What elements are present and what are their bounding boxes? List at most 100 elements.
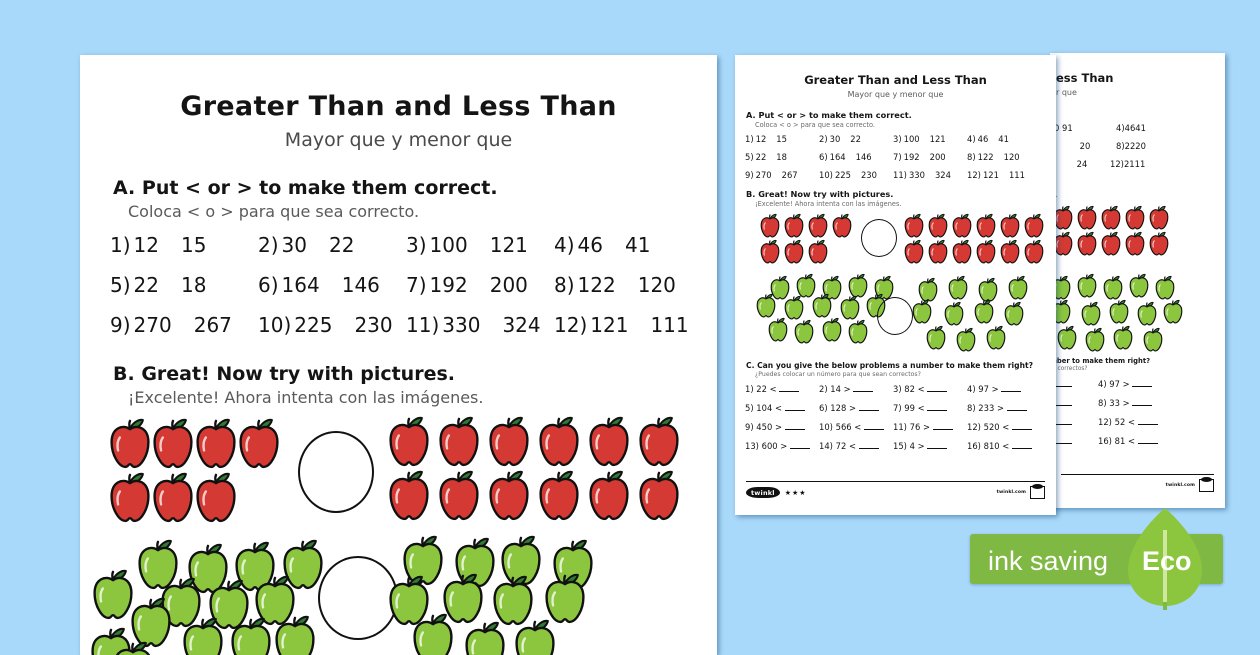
fill-blank-item[interactable]: 4) 97 > — [967, 383, 1041, 394]
fill-blank-item[interactable]: 2) 14 > — [819, 383, 893, 394]
page3-operand-b: 41 — [1135, 123, 1146, 133]
problem-item[interactable]: 2) 30 22 — [819, 134, 893, 144]
answer-blank[interactable] — [927, 440, 948, 449]
problem-item[interactable]: 8) 122 120 — [554, 273, 702, 297]
answer-blank[interactable] — [927, 402, 948, 411]
answer-blank[interactable] — [853, 383, 874, 392]
footer-url: twinkl.com — [996, 490, 1026, 495]
fill-blank-item[interactable]: 12) 520 < — [967, 421, 1041, 432]
fill-blank-item[interactable]: 14) 72 < — [819, 440, 893, 451]
fill-blank-item[interactable]: 11) 76 > — [893, 421, 967, 432]
problem-item[interactable]: 11) 330 324 — [406, 313, 554, 337]
answer-blank[interactable] — [784, 421, 805, 430]
problem-item[interactable]: 8) 122 120 — [967, 152, 1041, 162]
worksheet-page-2[interactable]: Greater Than and Less Than Mayor que y m… — [735, 55, 1056, 515]
answer-blank[interactable] — [932, 421, 953, 430]
problem-number: 10) — [819, 170, 833, 180]
problem-item[interactable]: 5) 22 18 — [110, 273, 258, 297]
operand-b: 111 — [1008, 170, 1025, 180]
comparison-sign: < — [848, 441, 856, 451]
apple-icon — [180, 616, 226, 655]
answer-blank[interactable] — [1001, 383, 1022, 392]
problem-item[interactable]: 10) 225 230 — [819, 170, 893, 180]
answer-blank[interactable] — [858, 402, 879, 411]
problem-item[interactable]: 4) 46 41 — [967, 134, 1041, 144]
problem-item[interactable]: 7) 192 200 — [406, 273, 554, 297]
operand-b: 121 — [489, 233, 528, 257]
apple-icon — [272, 614, 318, 655]
answer-blank[interactable] — [779, 383, 800, 392]
problem-item[interactable]: 7) 192 200 — [893, 152, 967, 162]
fill-blank-item[interactable]: 3) 82 < — [893, 383, 967, 394]
problem-number: 1) — [745, 134, 754, 144]
problem-row: 1) 12 15 2) 30 22 3) 100 121 4) 46 41 — [110, 233, 717, 257]
worksheet-page-1[interactable]: Greater Than and Less Than Mayor que y m… — [80, 55, 717, 655]
operand-b: 200 — [489, 273, 528, 297]
apple-icon — [386, 469, 432, 521]
problem-item[interactable]: 9) 270 267 — [110, 313, 258, 337]
answer-circle[interactable] — [861, 219, 897, 257]
worksheet-page-3[interactable]: ess Than r que 0 91 4) 46 41 20 8) 22 20… — [1050, 53, 1225, 508]
answer-blank[interactable] — [927, 383, 948, 392]
operand-b: 120 — [1003, 152, 1020, 162]
answer-blank[interactable] — [1052, 397, 1072, 406]
apple-icon — [107, 471, 153, 523]
twinkl-logo[interactable]: twinkl — [746, 487, 780, 498]
fill-blank-item[interactable]: 8) 233 > — [967, 402, 1041, 413]
problem-item[interactable]: 1) 12 15 — [745, 134, 819, 144]
answer-blank[interactable] — [1137, 416, 1158, 425]
fill-blank-item[interactable]: 6) 128 > — [819, 402, 893, 413]
problem-item[interactable]: 5) 22 18 — [745, 152, 819, 162]
problem-item[interactable]: 12) 121 111 — [967, 170, 1041, 180]
answer-blank[interactable] — [1052, 378, 1072, 387]
answer-circle[interactable] — [298, 431, 374, 513]
problem-item[interactable]: 9) 270 267 — [745, 170, 819, 180]
operand-value: 76 — [909, 422, 921, 432]
fill-blank-item[interactable]: 9) 450 > — [745, 421, 819, 432]
twinkl-badge-icon — [1199, 477, 1214, 492]
section-a-problem-rows: 1) 12 15 2) 30 22 3) 100 121 4) 46 41 5) 22 18 6) 164 146… — [110, 233, 717, 337]
problem-item[interactable]: 12) 121 111 — [554, 313, 702, 337]
fill-blank-item[interactable]: 13) 600 > — [745, 440, 819, 451]
problem-item[interactable]: 6) 164 146 — [819, 152, 893, 162]
answer-blank[interactable] — [1006, 402, 1027, 411]
page3-row: 24 12) 21 11 — [1054, 159, 1225, 169]
fill-blank-item[interactable]: 15) 4 > — [893, 440, 967, 451]
apple-icon — [973, 299, 995, 324]
answer-blank[interactable] — [863, 421, 884, 430]
fill-blank-item[interactable]: 7) 99 < — [893, 402, 967, 413]
answer-blank[interactable] — [1011, 440, 1032, 449]
apple-icon — [490, 574, 536, 626]
fill-blank-item[interactable]: 10) 566 < — [819, 421, 893, 432]
problem-item[interactable]: 4) 46 41 — [554, 233, 702, 257]
fill-blank-item[interactable]: 5) 104 < — [745, 402, 819, 413]
problem-number: 8) — [554, 273, 575, 297]
page3-left-frag: 24 — [1076, 159, 1088, 169]
answer-blank[interactable] — [789, 440, 810, 449]
answer-blank[interactable] — [1137, 435, 1158, 444]
answer-blank[interactable] — [1052, 416, 1072, 425]
answer-blank[interactable] — [1052, 435, 1072, 444]
problem-item[interactable]: 11) 330 324 — [893, 170, 967, 180]
problem-number: 5) — [745, 152, 754, 162]
problem-item[interactable]: 2) 30 22 — [258, 233, 406, 257]
answer-blank[interactable] — [1132, 378, 1153, 387]
page3-c-row: 8) 33 > — [1052, 397, 1225, 408]
answer-blank[interactable] — [1011, 421, 1032, 430]
problem-item[interactable]: 1) 12 15 — [110, 233, 258, 257]
problem-item[interactable]: 3) 100 121 — [893, 134, 967, 144]
fill-blank-item[interactable]: 16) 810 < — [967, 440, 1041, 451]
apple-icon — [831, 213, 853, 238]
fill-blank-item[interactable]: 1) 22 < — [745, 383, 819, 394]
operand-value: 128 — [830, 403, 847, 413]
problem-item[interactable]: 6) 164 146 — [258, 273, 406, 297]
answer-blank[interactable] — [784, 402, 805, 411]
apple-icon — [440, 572, 486, 624]
apple-icon — [1080, 301, 1102, 326]
answer-blank[interactable] — [1132, 397, 1153, 406]
problem-row: 9) 270 267 10) 225 230 11) 330 324 12) 121 111 — [745, 170, 1056, 180]
answer-circle[interactable] — [877, 297, 913, 335]
answer-blank[interactable] — [858, 440, 879, 449]
problem-item[interactable]: 10) 225 230 — [258, 313, 406, 337]
problem-item[interactable]: 3) 100 121 — [406, 233, 554, 257]
